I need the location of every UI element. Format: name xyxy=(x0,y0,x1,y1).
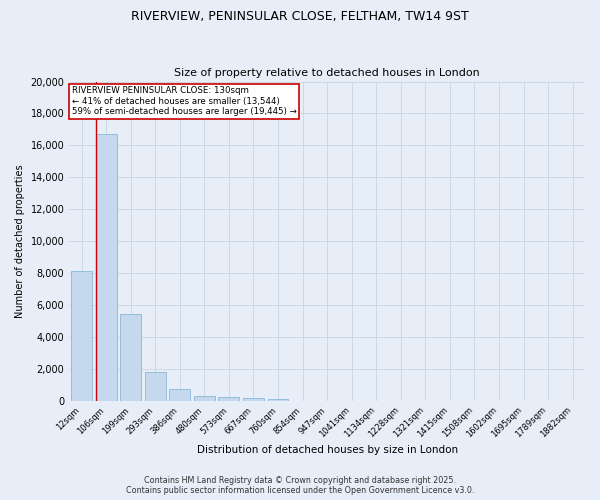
Text: Contains HM Land Registry data © Crown copyright and database right 2025.
Contai: Contains HM Land Registry data © Crown c… xyxy=(126,476,474,495)
Bar xyxy=(120,314,141,400)
Title: Size of property relative to detached houses in London: Size of property relative to detached ho… xyxy=(174,68,480,78)
X-axis label: Distribution of detached houses by size in London: Distribution of detached houses by size … xyxy=(197,445,458,455)
Bar xyxy=(218,398,239,400)
Bar xyxy=(71,272,92,400)
Bar xyxy=(145,372,166,400)
Y-axis label: Number of detached properties: Number of detached properties xyxy=(15,164,25,318)
Bar xyxy=(95,134,116,400)
Text: RIVERVIEW, PENINSULAR CLOSE, FELTHAM, TW14 9ST: RIVERVIEW, PENINSULAR CLOSE, FELTHAM, TW… xyxy=(131,10,469,23)
Bar xyxy=(243,398,264,400)
Text: RIVERVIEW PENINSULAR CLOSE: 130sqm
← 41% of detached houses are smaller (13,544): RIVERVIEW PENINSULAR CLOSE: 130sqm ← 41%… xyxy=(72,86,297,116)
Bar xyxy=(194,396,215,400)
Bar xyxy=(169,390,190,400)
